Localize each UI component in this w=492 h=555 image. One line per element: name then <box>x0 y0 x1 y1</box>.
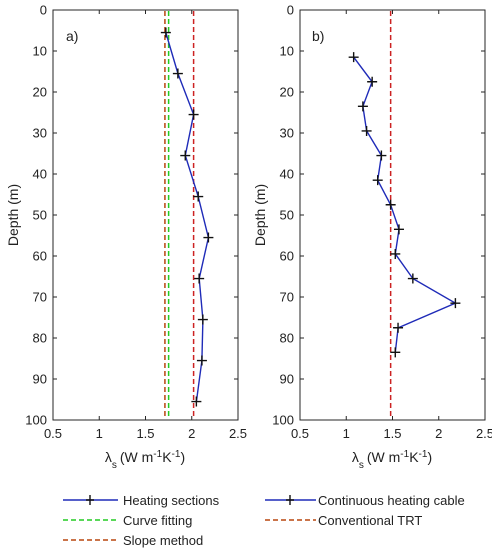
panel-a-y-tick-label: 90 <box>33 372 47 387</box>
panel-b-axes-box <box>299 9 486 421</box>
legend-label-heating-sections: Heating sections <box>123 493 220 508</box>
panel-b: 0 10 20 30 40 50 60 70 80 90 100 0.5 1 1.5 2 2.5 b) De… <box>252 3 492 471</box>
panel-a-data-point <box>194 273 205 284</box>
panel-a-data-point <box>160 27 171 38</box>
legend-item-heating-sections: Heating sections <box>63 493 220 508</box>
panel-a: 0 10 20 30 40 50 60 70 80 90 100 0.5 1 1.5 2 2.5 a) De… <box>5 3 247 471</box>
legend-label-conventional-trt: Conventional TRT <box>318 513 422 528</box>
panel-a-plot-area <box>160 11 214 419</box>
panel-b-label: b) <box>312 28 324 44</box>
panel-a-x-tick-label: 1 <box>96 426 103 441</box>
panel-a-data-point <box>193 191 204 202</box>
legend-item-continuous-heating-cable: Continuous heating cable <box>265 493 465 508</box>
panel-a-y-tick-label: 70 <box>33 290 47 305</box>
panel-a-y-axis: 0 10 20 30 40 50 60 70 80 90 100 <box>25 3 238 428</box>
legend-item-slope-method: Slope method <box>63 533 203 548</box>
panel-a-data-point <box>197 314 208 325</box>
legend-label-curve-fitting: Curve fitting <box>123 513 192 528</box>
panel-a-y-axis-label: Depth (m) <box>5 184 21 246</box>
panel-b-y-tick-label: 0 <box>287 3 294 18</box>
panel-a-y-tick-label: 30 <box>33 126 47 141</box>
panel-b-data-point <box>357 101 368 112</box>
legend-marker-heating-sections <box>86 495 94 505</box>
panel-a-data-point <box>188 109 199 120</box>
panel-a-y-tick-label: 10 <box>33 44 47 59</box>
panel-b-x-tick-label: 2.5 <box>476 426 492 441</box>
legend-label-continuous-heating-cable: Continuous heating cable <box>318 493 465 508</box>
legend-marker-continuous-heating-cable <box>286 495 294 505</box>
panel-b-y-tick-label: 20 <box>280 85 294 100</box>
panel-a-data-point <box>191 396 202 407</box>
panel-b-data-point <box>385 199 396 210</box>
panel-a-x-axis: 0.5 1 1.5 2 2.5 <box>44 10 247 441</box>
legend-item-conventional-trt: Conventional TRT <box>265 513 422 528</box>
panel-b-data-point <box>348 52 359 63</box>
panel-a-x-tick-label: 1.5 <box>136 426 154 441</box>
panel-b-y-tick-label: 90 <box>280 372 294 387</box>
panel-a-label: a) <box>66 28 78 44</box>
panel-a-x-tick-label: 0.5 <box>44 426 62 441</box>
panel-b-data-point <box>390 248 401 259</box>
panel-b-x-tick-label: 1.5 <box>383 426 401 441</box>
panel-a-data-point <box>203 232 214 243</box>
panel-b-data-point <box>376 150 387 161</box>
panel-b-x-axis: 0.5 1 1.5 2 2.5 <box>291 10 492 441</box>
panel-b-data-point <box>390 347 401 358</box>
legend: Heating sections Continuous heating cabl… <box>63 493 465 548</box>
panel-a-y-tick-label: 50 <box>33 208 47 223</box>
panel-b-y-tick-label: 30 <box>280 126 294 141</box>
panel-b-data-point <box>407 273 418 284</box>
panel-b-y-tick-label: 10 <box>280 44 294 59</box>
panel-b-y-tick-label: 100 <box>272 413 294 428</box>
panel-b-x-tick-label: 2 <box>435 426 442 441</box>
panel-b-data-point <box>367 76 378 87</box>
panel-a-y-tick-label: 20 <box>33 85 47 100</box>
panel-b-data-point <box>393 224 404 235</box>
panel-a-y-tick-label: 0 <box>40 3 47 18</box>
panel-b-y-tick-label: 50 <box>280 208 294 223</box>
panel-a-x-tick-label: 2 <box>188 426 195 441</box>
panel-a-x-axis-label: λs (W m-1K-1) <box>105 449 185 471</box>
panel-b-x-tick-label: 1 <box>343 426 350 441</box>
panel-a-series-line-heating-sections <box>165 32 210 402</box>
panel-b-y-tick-label: 40 <box>280 167 294 182</box>
panel-b-x-axis-label: λs (W m-1K-1) <box>352 449 432 471</box>
panel-a-y-tick-label: 60 <box>33 249 47 264</box>
panel-a-data-point <box>196 355 207 366</box>
panel-a-axes-box <box>52 9 239 421</box>
legend-item-curve-fitting: Curve fitting <box>63 513 192 528</box>
panel-a-y-tick-label: 100 <box>25 413 47 428</box>
panel-b-y-tick-label: 60 <box>280 249 294 264</box>
panel-a-data-point <box>172 68 183 79</box>
legend-label-slope-method: Slope method <box>123 533 203 548</box>
panel-b-y-axis: 0 10 20 30 40 50 60 70 80 90 100 <box>272 3 485 428</box>
panel-b-data-point <box>393 322 404 333</box>
panel-b-y-tick-label: 70 <box>280 290 294 305</box>
panel-b-data-point <box>372 175 383 186</box>
panel-b-data-point <box>361 125 372 136</box>
panel-b-data-point <box>450 298 461 309</box>
panel-b-y-axis-label: Depth (m) <box>252 184 268 246</box>
panel-a-x-tick-label: 2.5 <box>229 426 247 441</box>
panel-a-data-point <box>180 150 191 161</box>
panel-a-y-tick-label: 80 <box>33 331 47 346</box>
panel-a-y-tick-label: 40 <box>33 167 47 182</box>
panel-b-x-tick-label: 0.5 <box>291 426 309 441</box>
panel-b-y-tick-label: 80 <box>280 331 294 346</box>
panel-b-plot-area <box>348 11 461 419</box>
